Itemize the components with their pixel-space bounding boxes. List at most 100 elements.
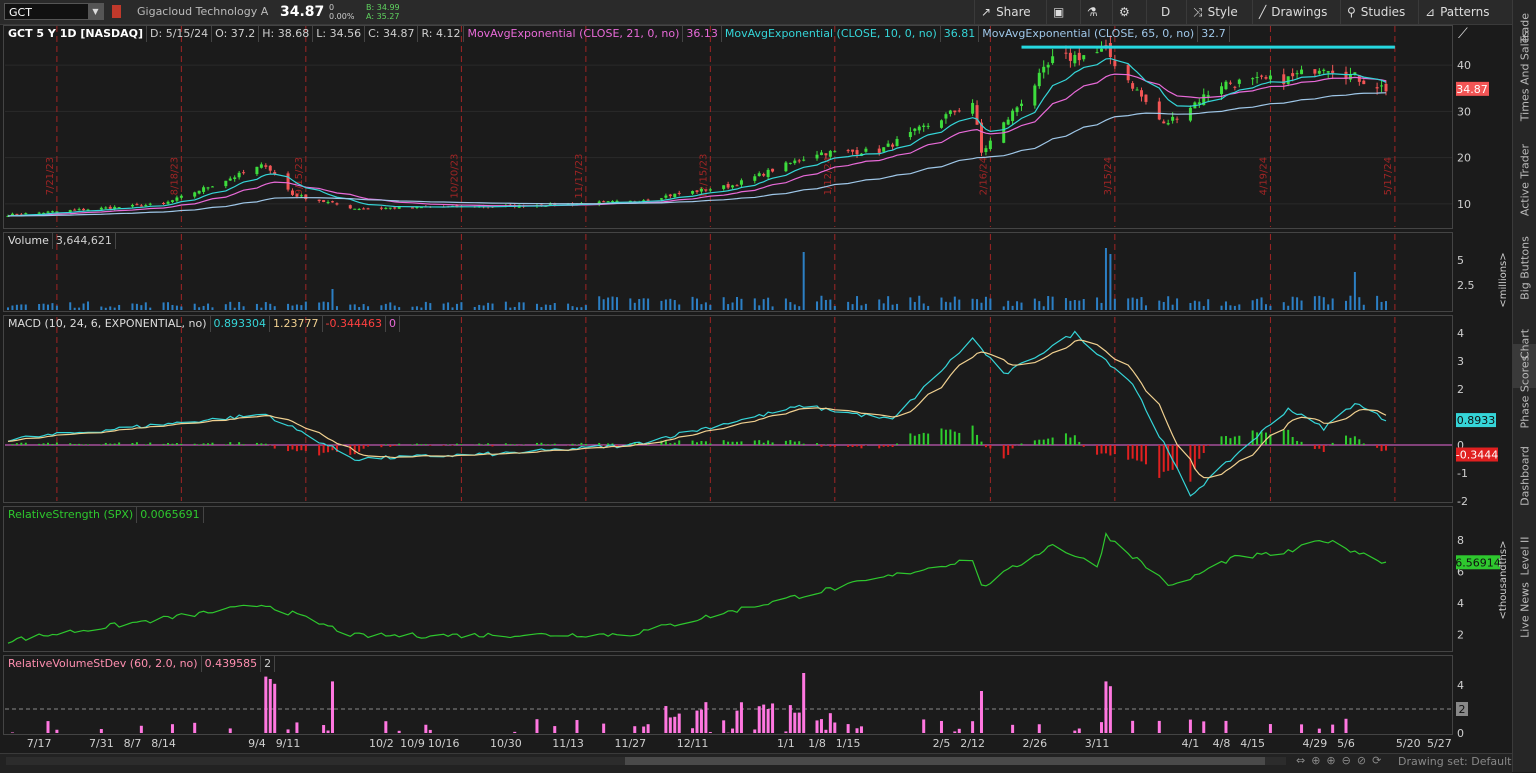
- volume-y-tick: 2.5: [1457, 279, 1475, 292]
- macd-hist-bar: [420, 444, 422, 445]
- volume-bar: [883, 303, 885, 310]
- candle-body: [1162, 122, 1165, 124]
- macd-hist-bar: [1301, 442, 1303, 445]
- macd-hist-bar: [429, 445, 431, 446]
- volume-units-label: <millions>: [1498, 252, 1509, 307]
- volume-bar: [1354, 272, 1356, 310]
- macd-hist-bar: [1363, 443, 1365, 445]
- macd-hist-bar: [460, 444, 462, 445]
- macd-hist-bar: [1358, 439, 1360, 445]
- volume-bar: [176, 306, 178, 310]
- volume-bar: [1381, 302, 1383, 310]
- macd-y-tick: 2: [1457, 383, 1464, 396]
- tab-live-news[interactable]: Live News: [1513, 610, 1536, 670]
- candle-body: [824, 153, 827, 155]
- candle-body: [793, 161, 796, 164]
- rvsd-bar: [287, 729, 290, 733]
- macd-hist-bar: [1163, 445, 1165, 472]
- zoom-controls[interactable]: ⇔⊕⊕⊖⊘⟳: [1296, 754, 1387, 767]
- earnings-date-label: 3/15/24: [1103, 157, 1114, 196]
- x-axis-tick: 2/12: [960, 737, 985, 750]
- rvsd-bar: [1189, 720, 1192, 733]
- rvsd-bar: [47, 721, 50, 733]
- macd-hist-bar: [487, 443, 489, 445]
- volume-bar: [1301, 301, 1303, 310]
- macd-hist-bar: [572, 444, 574, 445]
- candle-body: [38, 213, 41, 214]
- volume-bar: [1074, 300, 1076, 310]
- x-axis-tick: 8/14: [151, 737, 176, 750]
- candle-body: [1127, 65, 1130, 81]
- macd-hist-bar: [367, 445, 369, 447]
- x-axis-tick: 9/4: [248, 737, 266, 750]
- macd-hist-bar: [163, 444, 165, 445]
- candle-body: [1300, 70, 1303, 75]
- candle-body: [384, 208, 387, 209]
- volume-bar: [16, 305, 18, 310]
- macd-hist-bar: [492, 445, 494, 446]
- right-sidebar: Trade Times And Sales Active Trader Big …: [1512, 0, 1536, 772]
- volume-bar: [1176, 298, 1178, 310]
- volume-bar: [958, 300, 960, 310]
- candle-body: [829, 151, 832, 157]
- volume-bar: [865, 304, 867, 310]
- rvsd-bar: [1318, 729, 1321, 733]
- x-axis-tick: 5/27: [1427, 737, 1452, 750]
- macd-hist-bar: [358, 445, 360, 452]
- candle-body: [327, 202, 330, 203]
- volume-bar: [505, 302, 507, 310]
- volume-bar: [354, 304, 356, 310]
- rvsd-bar: [1109, 686, 1112, 733]
- rvsd-bar: [833, 722, 836, 733]
- macd-hist-bar: [1083, 445, 1085, 447]
- candle-body: [758, 173, 761, 176]
- volume-bar: [225, 304, 227, 310]
- volume-bar: [149, 308, 151, 310]
- drawing-tool-icon[interactable]: ⟋: [1458, 26, 1468, 42]
- candle-body: [678, 193, 681, 194]
- rvsd-bar: [269, 679, 272, 733]
- rvsd-bar: [1100, 722, 1103, 733]
- candle-body: [727, 184, 730, 188]
- rvsd-bar: [193, 723, 196, 733]
- macd-hist-bar: [1323, 445, 1325, 452]
- candle-body: [740, 180, 743, 184]
- scrollbar-thumb[interactable]: [625, 757, 1265, 765]
- macd-hist-bar: [545, 444, 547, 445]
- x-axis-tick: 12/11: [677, 737, 709, 750]
- candle-body: [882, 147, 885, 152]
- volume-bar: [918, 296, 920, 310]
- x-axis-tick: 4/15: [1240, 737, 1265, 750]
- volume-bar: [803, 252, 805, 310]
- macd-hist-bar: [354, 445, 356, 454]
- volume-bar: [1043, 306, 1045, 310]
- volume-bar: [105, 308, 107, 310]
- volume-bar: [483, 305, 485, 310]
- macd-hist-bar: [598, 443, 600, 445]
- volume-bar: [954, 297, 956, 310]
- candle-body: [1131, 83, 1134, 89]
- volume-bar: [1296, 297, 1298, 310]
- macd-hist-bar: [109, 444, 111, 445]
- ema65-legend: MovAvgExponential (CLOSE, 65, 0, no): [979, 26, 1198, 42]
- macd-hist-bar: [1114, 445, 1116, 454]
- candle-body: [1171, 117, 1174, 121]
- volume-bar: [1198, 301, 1200, 310]
- rvsd-bar: [767, 709, 770, 733]
- candle-body: [242, 172, 245, 173]
- macd-hist-bar: [696, 442, 698, 445]
- macd-hist-bar: [678, 440, 680, 445]
- macd-hist-bar: [1203, 445, 1205, 453]
- earnings-date-label: 2/16/24: [978, 157, 989, 196]
- volume-bar: [238, 302, 240, 310]
- x-axis-tick: 2/26: [1022, 737, 1047, 750]
- rs-header: RelativeStrength (SPX)0.0065691: [5, 507, 204, 523]
- rvsd-bar: [229, 728, 232, 733]
- volume-bar: [145, 302, 147, 310]
- x-axis-tick: 5/20: [1396, 737, 1421, 750]
- volume-bar: [976, 299, 978, 310]
- candle-body: [1229, 83, 1232, 84]
- x-axis-tick: 5/6: [1337, 737, 1355, 750]
- rs-units-label: <thousandths>: [1498, 541, 1509, 620]
- volume-bar: [1069, 301, 1071, 310]
